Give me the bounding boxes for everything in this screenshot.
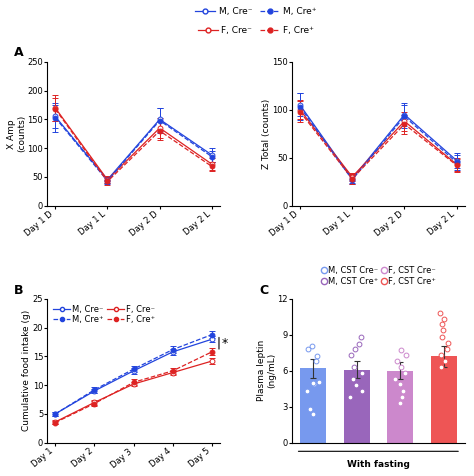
Point xyxy=(392,376,399,383)
Point xyxy=(312,357,320,365)
Point xyxy=(347,351,355,359)
Bar xyxy=(387,371,413,443)
Point xyxy=(438,320,446,328)
Point xyxy=(316,378,323,386)
Y-axis label: X Amp
(counts): X Amp (counts) xyxy=(7,115,26,152)
Y-axis label: Cumulative food intake (g): Cumulative food intake (g) xyxy=(22,310,31,431)
Point xyxy=(436,309,444,317)
Point xyxy=(397,364,404,371)
Point xyxy=(401,369,409,377)
Point xyxy=(309,410,317,418)
Point xyxy=(438,334,446,341)
Point xyxy=(440,316,447,323)
Bar xyxy=(300,368,326,443)
Point xyxy=(439,327,447,334)
Point xyxy=(358,387,366,395)
Point xyxy=(437,364,445,371)
Point xyxy=(443,346,451,353)
Y-axis label: Z Total (counts): Z Total (counts) xyxy=(262,99,271,169)
Point xyxy=(402,351,410,359)
Legend: M, Cre⁻, M, Cre⁺: M, Cre⁻, M, Cre⁺ xyxy=(195,7,317,16)
Point xyxy=(444,339,452,347)
Point xyxy=(352,381,360,389)
Point xyxy=(438,351,445,359)
Point xyxy=(351,346,359,353)
Legend: M, Cre⁻, M, Cre⁺, F, Cre⁻, F, Cre⁺: M, Cre⁻, M, Cre⁺, F, Cre⁻, F, Cre⁺ xyxy=(52,303,157,326)
Point xyxy=(393,357,401,365)
Point xyxy=(304,346,311,353)
Text: C: C xyxy=(259,284,268,297)
Text: With fasting: With fasting xyxy=(347,460,410,469)
Point xyxy=(349,376,356,383)
Point xyxy=(304,387,311,395)
Point xyxy=(350,364,357,371)
Point xyxy=(399,393,406,401)
Point xyxy=(313,353,320,360)
Point xyxy=(396,399,403,407)
Bar xyxy=(344,370,370,443)
Point xyxy=(397,380,404,388)
Point xyxy=(310,380,318,388)
Legend: M, CST Cre⁻, M, CST Cre⁺, F, CST Cre⁻, F, CST Cre⁺: M, CST Cre⁻, M, CST Cre⁺, F, CST Cre⁻, F… xyxy=(320,267,436,287)
Point xyxy=(400,387,407,395)
Point xyxy=(346,393,354,401)
Point xyxy=(358,369,366,377)
Point xyxy=(306,406,314,413)
Bar xyxy=(430,357,456,443)
Legend: F, Cre⁻, F, Cre⁺: F, Cre⁻, F, Cre⁺ xyxy=(198,26,314,35)
Text: B: B xyxy=(14,284,24,297)
Point xyxy=(355,341,363,348)
Point xyxy=(357,334,365,341)
Point xyxy=(441,357,448,365)
Text: *: * xyxy=(222,337,228,350)
Point xyxy=(398,347,405,354)
Point xyxy=(309,342,316,349)
Y-axis label: Plasma leptin
(ng/mL): Plasma leptin (ng/mL) xyxy=(257,340,276,401)
Text: A: A xyxy=(14,47,24,60)
Point xyxy=(309,379,317,387)
